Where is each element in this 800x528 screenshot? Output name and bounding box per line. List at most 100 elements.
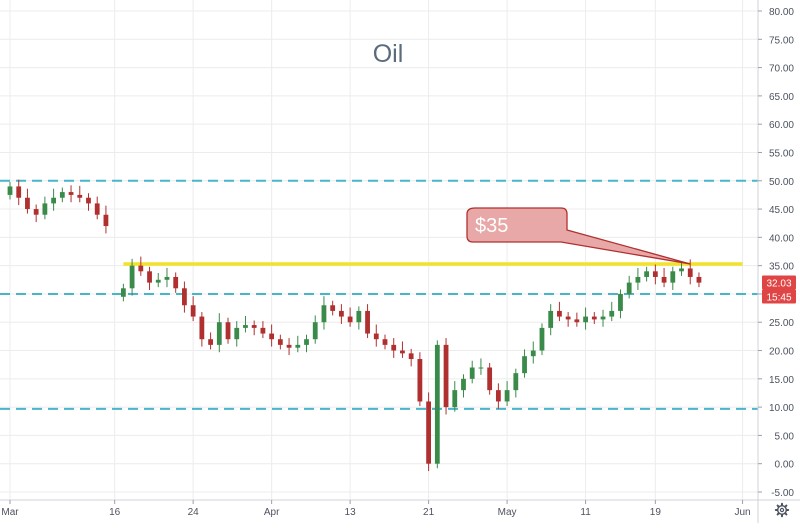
y-tick-label: 20.00 <box>769 347 794 358</box>
candle-body <box>155 279 161 283</box>
candle-body <box>312 322 318 340</box>
candle-body <box>16 186 22 198</box>
y-tick-label: 75.00 <box>769 35 794 46</box>
y-tick-label: 10.00 <box>769 403 794 414</box>
candle-body <box>478 367 484 369</box>
candle-body <box>565 316 571 320</box>
y-tick-label: 50.00 <box>769 177 794 188</box>
y-tick-label: 5.00 <box>775 431 795 442</box>
x-tick-label: Jun <box>734 507 750 518</box>
y-tick-label: 60.00 <box>769 120 794 131</box>
candle-body <box>373 333 379 340</box>
candle-body <box>408 353 414 360</box>
time-label: 15:45 <box>766 292 791 303</box>
candle-body <box>469 367 475 379</box>
candle-body <box>295 344 301 348</box>
candle-body <box>103 214 109 227</box>
reference-lines <box>0 179 758 410</box>
callout-box[interactable] <box>466 207 691 265</box>
y-tick-label: 55.00 <box>769 148 794 159</box>
chart-title: Oil <box>373 40 404 68</box>
x-tick-label: Mar <box>1 507 19 518</box>
candle-body <box>173 276 179 289</box>
candle-body <box>583 316 588 323</box>
candle-body <box>661 276 667 283</box>
candle-body <box>330 305 336 311</box>
candle-body <box>33 209 39 215</box>
candle-body <box>269 333 275 340</box>
candle-body <box>304 339 309 345</box>
candle-body <box>94 203 100 215</box>
candle-body <box>234 327 240 340</box>
y-tick-label: 65.00 <box>769 92 794 103</box>
time-tag <box>762 289 796 304</box>
candle-body <box>452 390 458 408</box>
candle-body <box>147 271 152 283</box>
candle-body <box>670 271 676 283</box>
y-tick-label: 80.00 <box>769 7 794 18</box>
candle-body <box>609 310 615 317</box>
x-tick-label: Apr <box>264 507 280 518</box>
candle-body <box>216 322 222 345</box>
x-tick-label: 16 <box>109 507 121 518</box>
candle-body <box>138 265 144 272</box>
candle-body <box>182 288 187 306</box>
candle-body <box>7 186 13 195</box>
candle-body <box>382 339 388 345</box>
candle-body <box>251 325 257 328</box>
candle-body <box>68 192 74 195</box>
candle-body <box>652 271 658 277</box>
candle-body <box>591 316 597 320</box>
candle-body <box>548 310 554 328</box>
candle-body <box>208 339 213 345</box>
candle-body <box>600 316 606 320</box>
candle-body <box>513 373 519 391</box>
y-tick-label: 70.00 <box>769 64 794 75</box>
callout-text: $35 <box>475 215 508 237</box>
candle-body <box>164 276 170 280</box>
candle-body <box>644 271 650 277</box>
candle-body <box>347 316 353 323</box>
candle-body <box>120 288 126 297</box>
candle-body <box>626 282 632 294</box>
candle-body <box>618 293 623 311</box>
candle-body <box>25 197 30 210</box>
callout-layer[interactable]: $35 <box>466 207 691 265</box>
y-tick-label: -5.00 <box>771 488 794 499</box>
candle-body <box>59 192 65 198</box>
candles <box>7 179 702 472</box>
last-price-tag <box>762 275 796 290</box>
candle-body <box>225 322 231 340</box>
candle-body <box>417 359 423 402</box>
y-tick-label: 15.00 <box>769 375 794 386</box>
candle-body <box>530 350 536 357</box>
x-tick-label: 13 <box>345 507 357 518</box>
candle-body <box>86 197 91 204</box>
candle-body <box>400 350 405 354</box>
y-tick-label: 35.00 <box>769 262 794 273</box>
candle-body <box>504 390 510 402</box>
gear-icon[interactable] <box>774 502 790 518</box>
candle-body <box>487 367 493 391</box>
candle-body <box>443 344 449 408</box>
y-tick-label: 45.00 <box>769 205 794 216</box>
candle-body <box>77 194 83 198</box>
candle-body <box>391 344 397 351</box>
x-tick-label: 21 <box>423 507 435 518</box>
candle-body <box>434 344 440 464</box>
x-tick-label: 24 <box>188 507 200 518</box>
candle-body <box>557 310 562 317</box>
candle-body <box>277 339 283 345</box>
candle-body <box>356 310 362 323</box>
price-tags: 32.03 15:45 <box>762 275 796 304</box>
candle-body <box>687 268 693 277</box>
candle-body <box>495 390 501 402</box>
candle-body <box>286 344 292 348</box>
y-tick-label: 25.00 <box>769 318 794 329</box>
candle-body <box>574 319 580 323</box>
candle-body <box>51 197 57 204</box>
candle-body <box>679 268 684 272</box>
candle-body <box>365 310 370 334</box>
